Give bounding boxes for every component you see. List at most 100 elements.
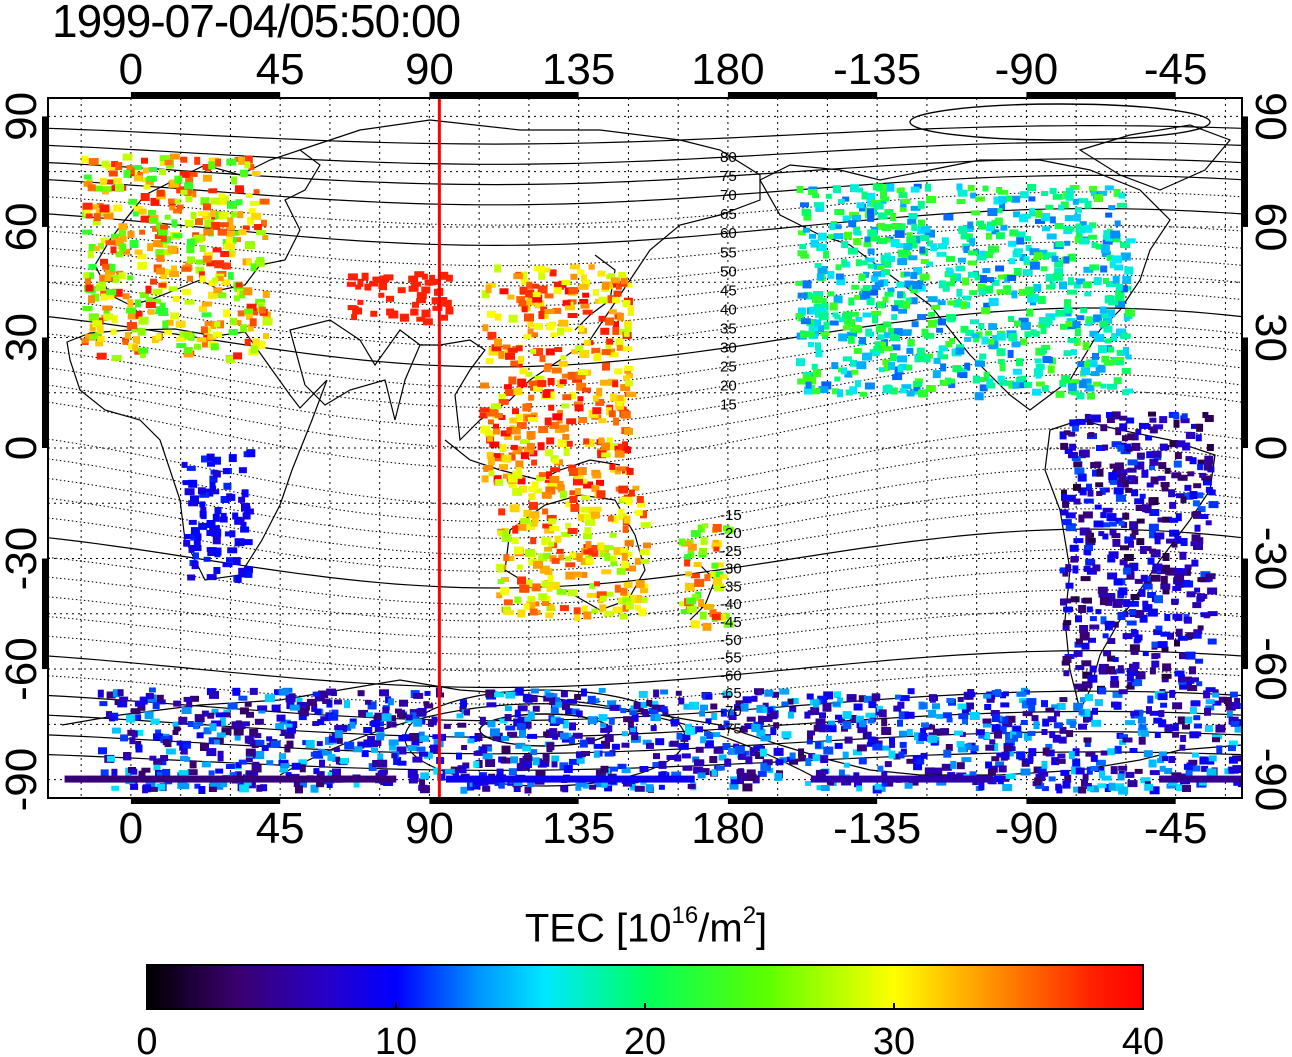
- tec-point: [130, 783, 139, 790]
- tec-point: [526, 600, 536, 609]
- tec-point: [183, 188, 192, 196]
- tec-point: [505, 725, 516, 731]
- tec-point: [616, 312, 624, 321]
- tec-point: [1079, 487, 1087, 496]
- tec-point: [1140, 777, 1151, 784]
- tec-point: [1135, 671, 1146, 680]
- tec-point: [412, 756, 423, 763]
- tec-point: [1040, 326, 1047, 335]
- tec-point: [1073, 281, 1081, 289]
- tec-point: [327, 753, 336, 761]
- tec-point: [1135, 429, 1142, 435]
- tec-point: [759, 748, 767, 757]
- tec-point: [877, 212, 888, 220]
- tec-point: [1004, 276, 1010, 283]
- tec-point: [773, 722, 780, 729]
- tec-point: [813, 724, 820, 732]
- tec-point: [1207, 587, 1218, 595]
- tec-point: [1114, 220, 1121, 227]
- tec-point: [133, 175, 143, 182]
- tec-point: [270, 740, 281, 748]
- tec-point: [1118, 192, 1126, 199]
- tec-point: [600, 327, 610, 335]
- tec-point: [1164, 768, 1173, 774]
- tec-point: [1041, 786, 1049, 792]
- tec-point: [883, 332, 891, 339]
- tec-point: [936, 327, 944, 333]
- tec-point: [859, 391, 868, 397]
- tec-point: [744, 723, 753, 730]
- tec-point: [803, 291, 812, 297]
- tec-point: [132, 344, 139, 352]
- tec-point: [583, 611, 592, 620]
- tec-point: [999, 379, 1008, 386]
- tec-point: [212, 513, 220, 522]
- tec-point: [791, 698, 799, 704]
- tec-point: [1119, 469, 1128, 476]
- tec-point: [817, 232, 827, 241]
- left-lat-tick: -60: [0, 637, 46, 701]
- tec-point: [219, 516, 228, 523]
- tec-point: [1124, 308, 1135, 317]
- tec-point: [986, 378, 994, 387]
- tec-point: [240, 171, 248, 178]
- tec-point: [1139, 546, 1147, 554]
- tec-point: [138, 347, 149, 354]
- colorbar-tick-label: 10: [375, 1021, 417, 1057]
- tec-point: [1063, 620, 1072, 626]
- tec-point: [89, 323, 96, 332]
- tec-point: [802, 374, 812, 383]
- tec-point: [1212, 700, 1222, 706]
- tec-point: [416, 746, 426, 752]
- tec-point: [252, 338, 260, 346]
- tec-point: [219, 717, 226, 726]
- tec-point: [1094, 461, 1102, 468]
- tec-point: [682, 734, 691, 740]
- tec-point: [523, 509, 532, 517]
- tec-point: [1136, 518, 1145, 524]
- tec-point: [528, 486, 537, 493]
- tec-point: [256, 230, 267, 235]
- tec-point: [1153, 717, 1163, 724]
- tec-point: [1129, 609, 1137, 615]
- tec-point: [1118, 587, 1128, 596]
- tec-point: [1072, 198, 1079, 205]
- tec-point: [903, 300, 910, 309]
- tec-point: [261, 745, 269, 751]
- tec-point: [227, 217, 234, 226]
- tec-point: [868, 289, 879, 296]
- tec-point: [546, 584, 553, 592]
- tec-point: [1143, 750, 1153, 758]
- tec-point: [950, 760, 957, 769]
- tec-point: [502, 344, 511, 350]
- tec-point: [869, 714, 876, 722]
- tec-point: [220, 512, 227, 520]
- tec-point: [526, 431, 536, 439]
- tec-point: [182, 743, 191, 749]
- tec-point: [614, 584, 621, 593]
- tec-point: [565, 708, 574, 715]
- tec-point: [143, 184, 151, 190]
- tec-point: [1113, 188, 1121, 197]
- tec-point: [399, 313, 409, 322]
- tec-point: [227, 547, 238, 554]
- tec-point: [1073, 461, 1083, 468]
- tec-point: [456, 713, 464, 719]
- tec-point: [843, 762, 850, 768]
- tec-point: [898, 751, 905, 759]
- tec-point: [1090, 754, 1098, 762]
- tec-point: [179, 742, 187, 751]
- tec-point: [249, 687, 258, 695]
- tec-point: [1023, 381, 1032, 388]
- tec-point: [1019, 214, 1029, 223]
- tec-point: [938, 318, 946, 326]
- tec-point: [542, 601, 549, 606]
- tec-point: [209, 690, 219, 699]
- tec-point: [620, 410, 631, 419]
- tec-point: [702, 523, 709, 529]
- tec-point: [102, 263, 113, 270]
- tec-point: [107, 755, 115, 762]
- tec-point: [583, 438, 590, 445]
- tec-point: [1179, 684, 1188, 690]
- tec-point: [411, 738, 420, 746]
